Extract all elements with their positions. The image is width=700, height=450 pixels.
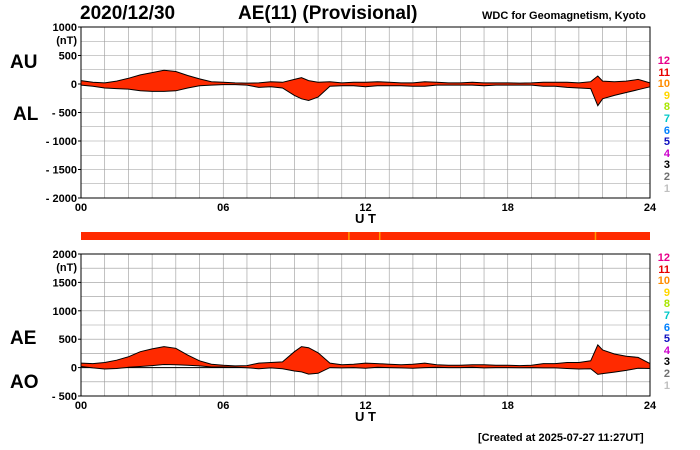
y-tick-label: - 1000 <box>46 136 77 148</box>
x-axis-label: U T <box>355 409 376 424</box>
y-tick-label: - 500 <box>52 391 77 403</box>
x-tick-label: 18 <box>502 202 514 214</box>
x-tick-label: 12 <box>359 202 371 214</box>
created-timestamp: [Created at 2025-07-27 11:27UT] <box>478 432 644 444</box>
y-tick-label: 1000 <box>53 306 77 318</box>
series-line-al <box>80 84 651 107</box>
legend-entry: 9 <box>663 286 670 299</box>
x-tick-label: 06 <box>217 400 229 412</box>
y-tick-label: - 1500 <box>46 165 77 177</box>
x-tick-label: 00 <box>75 202 87 214</box>
label-ao: AO <box>10 372 39 393</box>
plot-frame <box>80 253 651 397</box>
legend-entry: 7 <box>663 112 670 125</box>
x-tick-label: 06 <box>217 202 229 214</box>
legend-entry: 4 <box>663 147 670 160</box>
legend-entry: 10 <box>657 275 670 288</box>
legend-entry: 5 <box>663 136 670 149</box>
x-tick-label: 24 <box>644 400 657 412</box>
y-tick-label: - 500 <box>52 108 77 120</box>
legend-entry: 12 <box>657 55 670 67</box>
y-tick-label: 0 <box>71 363 77 375</box>
legend-entry: 7 <box>663 309 670 322</box>
series-line-ao <box>80 363 651 375</box>
area-fill <box>81 344 650 375</box>
legend-entry: 6 <box>663 124 670 137</box>
plot-title: AE(11) (Provisional) <box>238 3 418 24</box>
label-ae: AE <box>10 328 37 349</box>
legend-top: 12 11 10 9 8 7 6 5 4 3 2 1 <box>648 55 670 195</box>
y-tick-label: 1000 <box>53 22 77 34</box>
legend-entry: 11 <box>658 263 670 276</box>
y-tick-label: 1500 <box>53 277 77 289</box>
x-tick-label: 12 <box>359 400 371 412</box>
legend-entry: 3 <box>663 159 670 172</box>
legend-entry: 1 <box>663 379 670 392</box>
legend-entry: 1 <box>663 182 670 195</box>
data-status-bar <box>81 232 650 240</box>
legend-entry: 2 <box>663 367 670 380</box>
chart-panel-0: 1000 500 0 - 500 - 1000 - 1500 - 2000 (nT) 00 06 1… <box>46 22 657 226</box>
y-tick-label: 2000 <box>53 249 77 261</box>
legend-entry: 4 <box>663 344 670 357</box>
label-al: AL <box>13 104 39 125</box>
legend-entry: 12 <box>657 252 670 264</box>
series-line-au <box>80 69 651 84</box>
legend-entry: 3 <box>663 356 670 369</box>
y-tick-label: - 2000 <box>46 193 77 205</box>
legend-entry: 6 <box>663 321 670 334</box>
plot-date: 2020/12/30 <box>80 3 176 24</box>
x-tick-label: 24 <box>644 202 657 214</box>
data-source: WDC for Geomagnetism, Kyoto <box>482 10 646 22</box>
chart-panel-1: 2000 1500 1000 500 0 - 500 (nT) 00 06 12 18 24 U T <box>52 249 657 424</box>
legend-entry: 9 <box>663 89 670 102</box>
series-line-ae <box>80 344 651 367</box>
legend-bottom: 12 11 10 9 8 7 6 5 4 3 2 1 <box>648 252 670 392</box>
legend-entry: 5 <box>663 333 670 346</box>
label-au: AU <box>10 52 38 73</box>
legend-entry: 8 <box>663 298 670 311</box>
unit-label: (nT) <box>56 35 77 47</box>
legend-entry: 11 <box>658 66 670 79</box>
legend-entry: 2 <box>663 170 670 183</box>
x-axis-label: U T <box>355 211 376 226</box>
x-tick-label: 18 <box>502 400 514 412</box>
y-tick-label: 500 <box>59 334 77 346</box>
legend-entry: 8 <box>663 101 670 114</box>
y-tick-label: 0 <box>71 79 77 91</box>
x-tick-label: 00 <box>75 400 87 412</box>
y-tick-label: 500 <box>59 51 77 63</box>
legend-entry: 10 <box>657 78 670 91</box>
unit-label: (nT) <box>56 262 77 274</box>
